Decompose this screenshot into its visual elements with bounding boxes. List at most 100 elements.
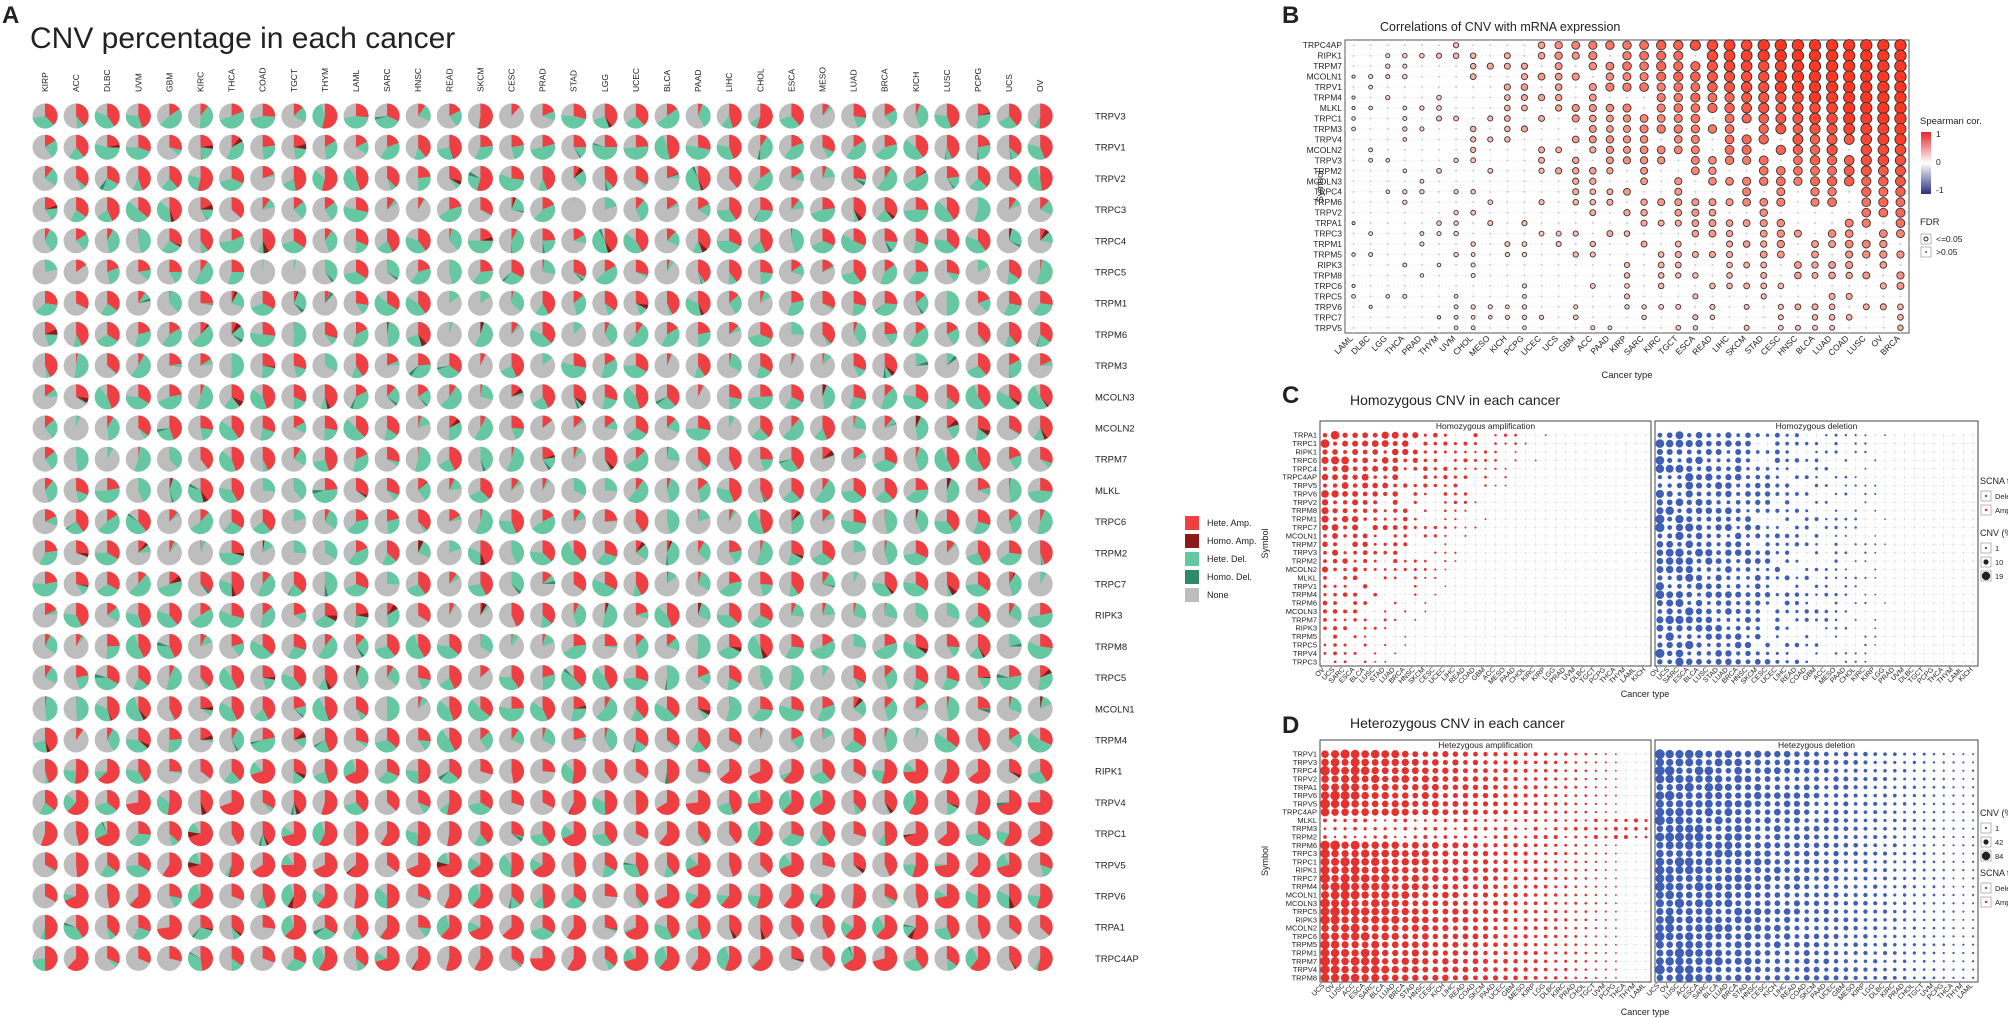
bubble <box>1506 274 1509 277</box>
bubble <box>1726 272 1733 279</box>
bubble <box>1809 134 1821 145</box>
bubble <box>1574 86 1577 89</box>
pie-chart <box>841 696 867 722</box>
pie-chart <box>499 883 524 909</box>
bubble <box>1728 326 1731 329</box>
bubble <box>1402 52 1408 59</box>
pie-slice-hete-amp <box>229 852 245 878</box>
pie-chart <box>623 727 649 753</box>
bubble <box>1588 51 1598 61</box>
bubble <box>1776 197 1786 207</box>
pie-chart <box>747 883 773 909</box>
pie-chart <box>1027 852 1053 878</box>
x-tick-label: PCPG <box>1502 333 1526 357</box>
pie-chart <box>63 821 89 847</box>
bubble <box>1557 222 1560 225</box>
pie-chart <box>467 540 493 566</box>
pie-chart <box>156 446 182 472</box>
bubble <box>1843 60 1856 73</box>
bubble <box>1386 148 1389 151</box>
bubble <box>1848 201 1851 204</box>
bubble <box>1843 155 1855 166</box>
pie-chart <box>996 852 1022 878</box>
bubble <box>1622 82 1632 92</box>
pie-slice-hete-amp <box>791 945 804 960</box>
pie-chart <box>685 914 711 940</box>
bubble <box>1369 190 1372 193</box>
pie-chart <box>63 852 89 878</box>
bubble <box>1522 293 1527 299</box>
pie-chart <box>156 821 182 847</box>
pie-chart <box>1027 134 1053 160</box>
pie-chart <box>1027 821 1053 847</box>
bubble <box>1639 124 1649 134</box>
legend-label: Hete. Del. <box>1207 554 1248 564</box>
pie-chart <box>156 165 182 191</box>
pie-chart <box>530 384 556 410</box>
pie-chart <box>685 696 711 722</box>
bubble <box>1489 243 1492 246</box>
bubble <box>1352 138 1355 141</box>
pie-chart <box>32 633 58 659</box>
bubble <box>1403 274 1406 277</box>
bubble <box>1369 295 1372 298</box>
pie-slice-hete-amp <box>76 571 89 586</box>
pie-chart <box>405 165 431 191</box>
pie-chart <box>530 321 556 347</box>
pie-chart <box>934 758 960 784</box>
bubble <box>1896 281 1905 290</box>
bubble <box>1506 44 1509 47</box>
pie-slice-hete-del <box>976 113 991 129</box>
bubble <box>1895 186 1906 197</box>
bubble <box>1690 61 1701 72</box>
bubble <box>1607 325 1613 331</box>
pie-chart <box>1027 883 1053 909</box>
bubble <box>1865 326 1868 329</box>
bubble <box>1455 148 1458 151</box>
pie-row-label: TRPV3 <box>1095 112 1126 123</box>
pie-chart <box>623 758 649 784</box>
bubble <box>1814 284 1816 287</box>
bubble <box>1796 316 1799 319</box>
bubble <box>1472 117 1475 120</box>
pie-chart <box>1027 633 1053 659</box>
pie-slice-hete-del <box>542 240 556 254</box>
bubble <box>1588 40 1598 50</box>
pie-chart <box>623 852 649 878</box>
pie-slice-hete-amp <box>478 103 493 129</box>
pie-chart <box>32 883 58 909</box>
bubble <box>1557 211 1560 214</box>
bubble <box>1725 229 1734 238</box>
bubble <box>1489 211 1492 214</box>
pie-chart <box>436 259 462 285</box>
pie-chart <box>312 665 338 691</box>
pie-chart <box>778 602 804 628</box>
bubble <box>1745 253 1748 256</box>
bubble <box>1489 180 1492 183</box>
bubble <box>1590 325 1596 331</box>
pie-chart <box>561 259 587 285</box>
pie-chart <box>219 852 245 878</box>
bubble <box>1745 211 1748 214</box>
bubble <box>1402 189 1408 195</box>
bubble <box>1523 44 1526 47</box>
bubble <box>1827 165 1838 176</box>
pie-chart <box>94 103 120 129</box>
pie-chart <box>343 821 369 847</box>
bubble <box>1403 232 1406 235</box>
bubble <box>1591 316 1594 319</box>
bubble <box>1660 316 1663 319</box>
bubble <box>1605 145 1615 154</box>
bubble <box>1776 218 1786 228</box>
pie-chart <box>965 509 991 535</box>
bubble <box>1626 201 1628 204</box>
legend-swatch <box>1185 516 1199 530</box>
bubble <box>1709 282 1716 290</box>
x-tick-label: THYM <box>1416 333 1440 357</box>
pie-chart <box>499 696 524 722</box>
bubble <box>1472 284 1475 287</box>
pie-chart <box>219 509 245 535</box>
pie-chart <box>436 883 462 909</box>
pie-chart <box>716 852 742 878</box>
y-tick-label: TRPM3 <box>1313 124 1342 134</box>
